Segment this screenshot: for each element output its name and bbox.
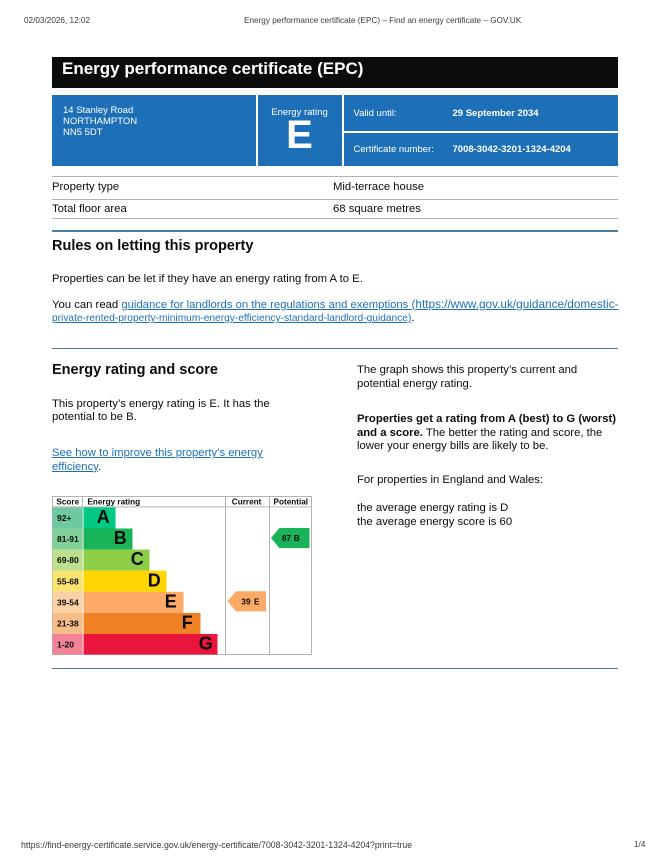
svg-text:21-38: 21-38	[57, 618, 79, 628]
svg-text:Current: Current	[232, 497, 262, 506]
svg-text:55-68: 55-68	[57, 576, 79, 586]
svg-text:G: G	[199, 633, 213, 653]
svg-text:E: E	[165, 591, 177, 611]
svg-text:39: 39	[241, 597, 251, 606]
svg-text:Energy rating: Energy rating	[87, 497, 140, 506]
svg-text:39-54: 39-54	[57, 597, 79, 607]
svg-text:E: E	[254, 597, 260, 606]
svg-text:D: D	[148, 570, 161, 590]
svg-text:87: 87	[282, 534, 292, 543]
svg-text:Potential: Potential	[274, 497, 309, 506]
svg-text:B: B	[294, 534, 300, 543]
svg-text:F: F	[182, 612, 193, 632]
svg-text:Score: Score	[56, 497, 79, 506]
svg-text:C: C	[131, 549, 144, 569]
svg-text:A: A	[97, 507, 110, 527]
svg-text:81-91: 81-91	[57, 534, 79, 544]
svg-text:1-20: 1-20	[57, 639, 74, 649]
svg-text:92+: 92+	[57, 513, 71, 523]
svg-text:B: B	[114, 528, 127, 548]
svg-text:69-80: 69-80	[57, 555, 79, 565]
